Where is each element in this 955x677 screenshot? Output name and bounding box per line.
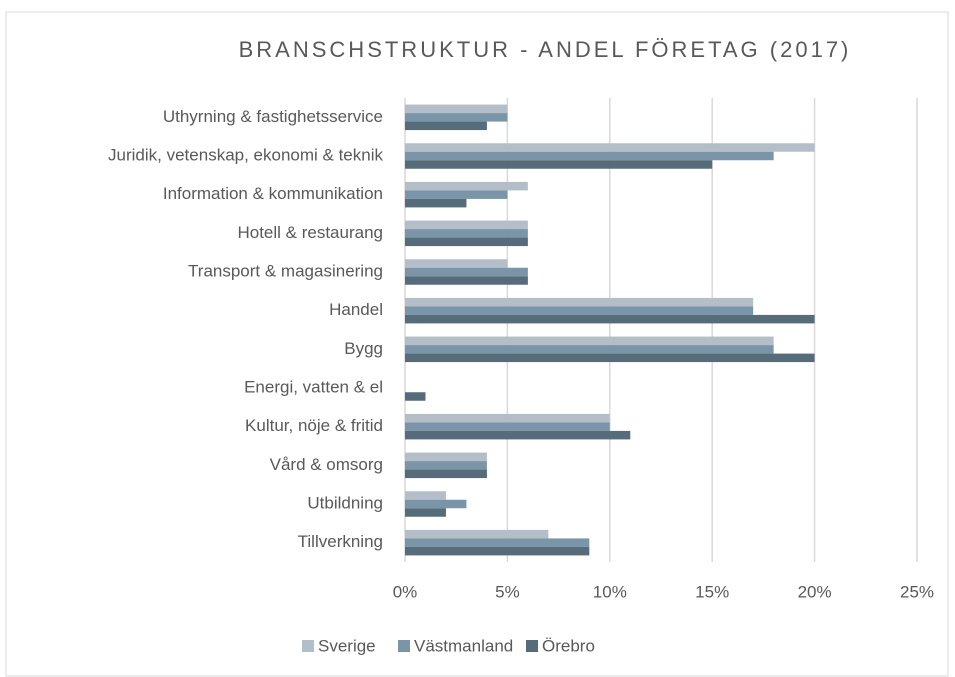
legend-swatch bbox=[398, 640, 410, 652]
y-tick-label: Juridik, vetenskap, ekonomi & teknik bbox=[108, 145, 383, 164]
legend-label: Sverige bbox=[318, 636, 376, 655]
bar bbox=[405, 491, 446, 500]
bar bbox=[405, 508, 446, 517]
legend-label: Västmanland bbox=[414, 636, 513, 655]
bar bbox=[405, 181, 528, 191]
bar bbox=[405, 259, 508, 268]
y-tick-label: Energi, vatten & el bbox=[244, 377, 383, 396]
x-tick-label: 5% bbox=[495, 582, 520, 601]
y-tick-label: Information & kommunikation bbox=[163, 184, 383, 203]
legend-label: Örebro bbox=[542, 636, 595, 655]
bar bbox=[405, 461, 487, 470]
bar bbox=[405, 430, 631, 440]
y-tick-label: Uthyrning & fastighetsservice bbox=[163, 107, 383, 126]
x-tick-label: 10% bbox=[593, 582, 627, 601]
bar bbox=[405, 267, 528, 277]
bar bbox=[405, 198, 467, 208]
chart-border bbox=[5, 11, 949, 677]
bar bbox=[405, 529, 549, 539]
y-tick-label: Handel bbox=[329, 300, 383, 319]
y-tick-label: Hotell & restaurang bbox=[237, 223, 383, 242]
legend-swatch bbox=[526, 640, 538, 652]
bar bbox=[405, 345, 774, 354]
bar bbox=[405, 104, 508, 114]
legend-swatch bbox=[302, 640, 314, 652]
bar bbox=[405, 314, 815, 324]
bar bbox=[405, 336, 774, 346]
y-tick-label: Kultur, nöje & fritid bbox=[245, 416, 383, 435]
y-tick-label: Vård & omsorg bbox=[270, 455, 383, 474]
bar bbox=[405, 538, 590, 547]
bar bbox=[405, 469, 487, 479]
bar bbox=[405, 121, 487, 131]
x-tick-label: 20% bbox=[798, 582, 832, 601]
bar bbox=[405, 413, 610, 423]
bar bbox=[405, 237, 528, 247]
bar bbox=[405, 306, 754, 315]
y-tick-label: Tillverkning bbox=[298, 532, 383, 551]
bar bbox=[405, 297, 754, 307]
y-tick-label: Bygg bbox=[344, 339, 383, 358]
bar bbox=[405, 499, 467, 509]
y-tick-label: Utbildning bbox=[307, 493, 383, 512]
bar bbox=[405, 220, 528, 230]
bar bbox=[405, 229, 528, 238]
x-tick-label: 0% bbox=[393, 582, 418, 601]
bar bbox=[405, 143, 815, 152]
bar bbox=[405, 353, 815, 363]
bar bbox=[405, 190, 508, 199]
bar bbox=[405, 276, 528, 285]
bar bbox=[405, 452, 487, 462]
bar bbox=[405, 546, 590, 556]
bar bbox=[405, 113, 508, 122]
chart-title: BRANSCHSTRUKTUR - ANDEL FÖRETAG (2017) bbox=[239, 37, 852, 62]
x-tick-label: 15% bbox=[695, 582, 729, 601]
bar bbox=[405, 392, 426, 401]
x-tick-label: 25% bbox=[900, 582, 934, 601]
bar bbox=[405, 422, 610, 431]
y-tick-label: Transport & magasinering bbox=[188, 261, 383, 280]
bar bbox=[405, 151, 774, 161]
bar bbox=[405, 160, 713, 169]
